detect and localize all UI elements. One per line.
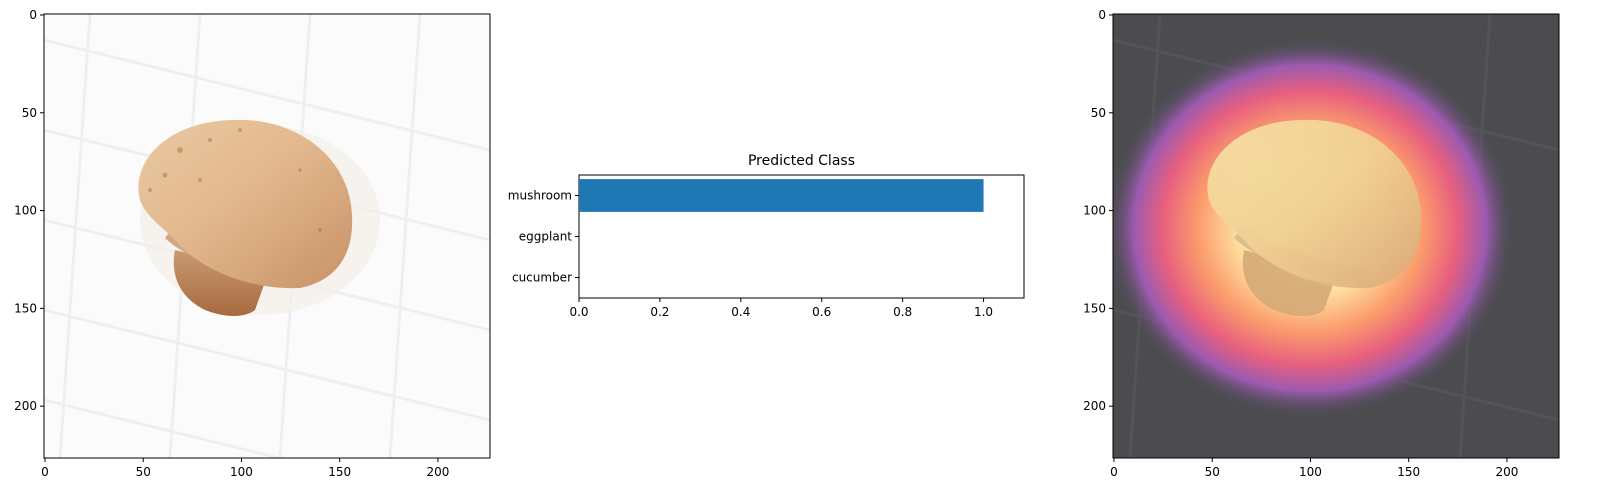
left-y-tick-label: 200 <box>14 399 37 413</box>
left-y-ticks: 0 50 100 150 200 <box>14 8 44 413</box>
mushroom-photo <box>44 14 490 458</box>
left-x-tick-label: 100 <box>230 465 253 479</box>
prediction-bar-chart: Predicted Class cucumber eggplant mushroom… <box>508 153 1025 319</box>
left-x-ticks: 0 50 100 150 200 <box>41 458 449 479</box>
right-y-tick-label: 200 <box>1083 399 1106 413</box>
bars <box>579 179 984 212</box>
right-x-tick-label: 150 <box>1397 465 1420 479</box>
category-label-eggplant: eggplant <box>519 230 573 244</box>
left-y-tick-label: 100 <box>14 204 37 218</box>
category-label-mushroom: mushroom <box>508 189 572 203</box>
value-tick-label: 1.0 <box>974 305 993 319</box>
right-y-tick-label: 0 <box>1098 8 1106 22</box>
heatmap-overlay-panel: 0 50 100 150 200 0 50 100 150 200 <box>1083 8 1560 479</box>
bar-category-ticks: cucumber eggplant mushroom <box>508 189 579 285</box>
left-y-tick-label: 150 <box>14 301 37 315</box>
right-y-tick-label: 150 <box>1083 301 1106 315</box>
right-x-tick-label: 100 <box>1299 465 1322 479</box>
bar-value-ticks: 0.0 0.2 0.4 0.6 0.8 1.0 <box>569 298 993 319</box>
value-tick-label: 0.8 <box>893 305 912 319</box>
left-y-tick-label: 0 <box>29 8 37 22</box>
left-y-tick-label: 50 <box>22 106 37 120</box>
value-tick-label: 0.4 <box>731 305 750 319</box>
right-axes-frame <box>1112 13 1560 459</box>
right-y-tick-label: 50 <box>1091 106 1106 120</box>
category-label-cucumber: cucumber <box>512 271 572 285</box>
left-x-tick-label: 50 <box>136 465 151 479</box>
right-x-tick-label: 200 <box>1495 465 1518 479</box>
left-x-tick-label: 150 <box>328 465 351 479</box>
right-y-ticks: 0 50 100 150 200 <box>1083 8 1113 413</box>
right-x-tick-label: 0 <box>1110 465 1118 479</box>
heatmap-image <box>1113 14 1559 458</box>
bar-mushroom <box>579 179 984 212</box>
left-axes-frame <box>43 13 491 459</box>
chart-title: Predicted Class <box>748 153 855 169</box>
right-x-tick-label: 50 <box>1205 465 1220 479</box>
right-x-ticks: 0 50 100 150 200 <box>1110 458 1518 479</box>
left-x-tick-label: 200 <box>426 465 449 479</box>
value-tick-label: 0.2 <box>650 305 669 319</box>
left-x-tick-label: 0 <box>41 465 49 479</box>
right-y-tick-label: 100 <box>1083 204 1106 218</box>
value-tick-label: 0.6 <box>812 305 831 319</box>
value-tick-label: 0.0 <box>569 305 588 319</box>
original-image-panel: 0 50 100 150 200 0 50 100 150 200 <box>14 8 491 479</box>
